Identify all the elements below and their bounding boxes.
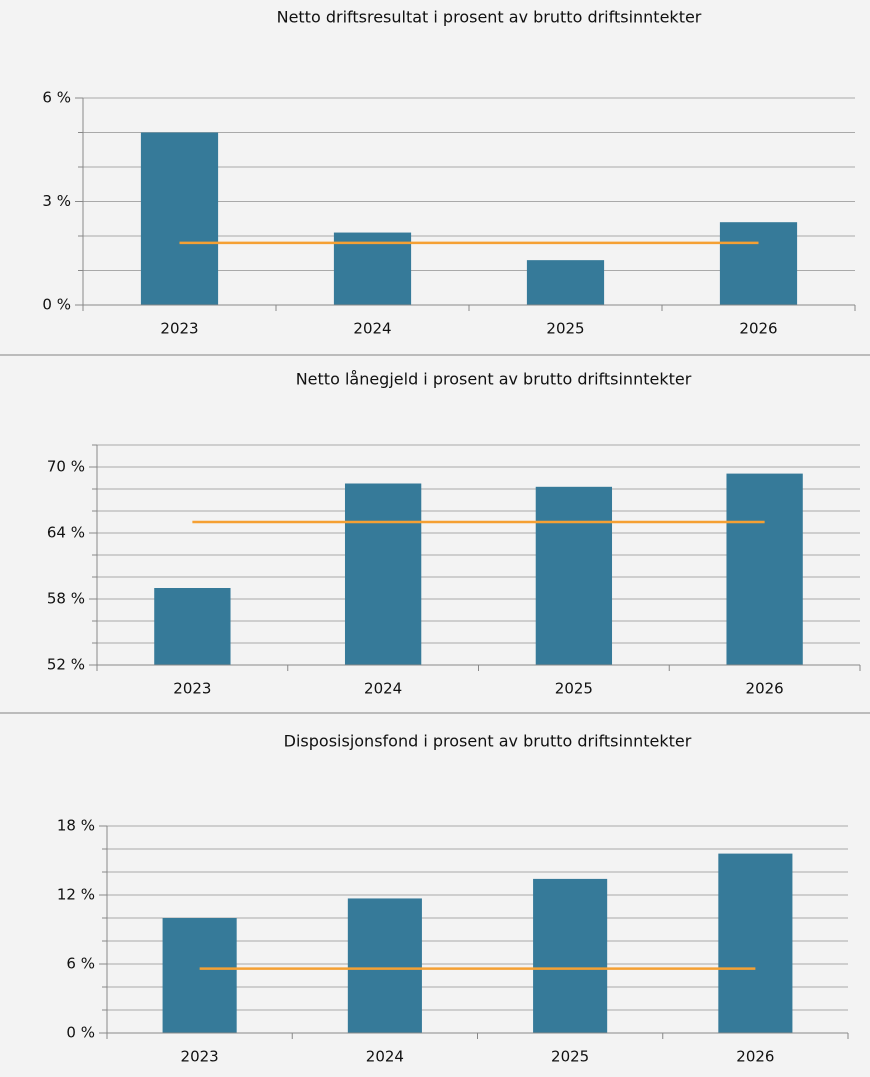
x-tick-label: 2025 [546, 320, 584, 338]
y-tick-label: 58 % [47, 590, 85, 608]
y-tick-label: 64 % [47, 524, 85, 542]
bar [140, 132, 219, 305]
y-tick-label: 0 % [66, 1024, 95, 1042]
chart-title: Netto lånegjeld i prosent av brutto drif… [296, 370, 692, 389]
x-tick-label: 2026 [736, 1048, 774, 1066]
bar [533, 878, 608, 1033]
bar [719, 222, 798, 305]
y-tick-label: 18 % [57, 817, 95, 835]
x-tick-label: 2026 [746, 680, 784, 698]
bar [154, 588, 231, 665]
x-tick-label: 2026 [739, 320, 777, 338]
y-tick-label: 12 % [57, 886, 95, 904]
bar [333, 232, 412, 305]
x-tick-label: 2023 [181, 1048, 219, 1066]
x-tick-label: 2024 [364, 680, 402, 698]
chart-title: Disposisjonsfond i prosent av brutto dri… [284, 732, 692, 751]
y-tick-label: 6 % [66, 955, 95, 973]
x-tick-label: 2025 [551, 1048, 589, 1066]
x-tick-label: 2025 [555, 680, 593, 698]
bar [535, 486, 613, 665]
bar [347, 898, 422, 1033]
x-tick-label: 2024 [366, 1048, 404, 1066]
y-tick-label: 70 % [47, 458, 85, 476]
chart-title: Netto driftsresultat i prosent av brutto… [277, 8, 702, 27]
bar [162, 918, 237, 1033]
bar [726, 473, 803, 665]
y-tick-label: 0 % [42, 296, 71, 314]
x-tick-label: 2023 [173, 680, 211, 698]
x-tick-label: 2024 [353, 320, 391, 338]
x-tick-label: 2023 [160, 320, 198, 338]
y-tick-label: 3 % [42, 192, 71, 210]
y-tick-label: 6 % [42, 89, 71, 107]
bar [344, 483, 422, 665]
y-tick-label: 52 % [47, 656, 85, 674]
bar [526, 260, 605, 305]
bar [718, 853, 793, 1033]
